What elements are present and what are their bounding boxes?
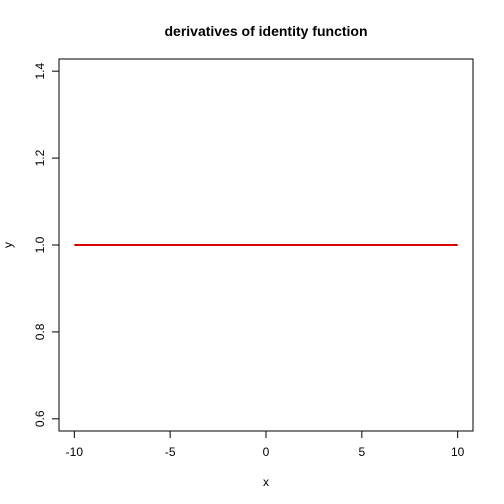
y-axis: 0.6 0.8 1.0 1.2 1.4 <box>33 63 60 427</box>
x-tick-label: 0 <box>263 445 270 459</box>
x-tick-label: -10 <box>66 445 84 459</box>
x-axis-label: x <box>263 475 269 489</box>
chart-title: derivatives of identity function <box>164 23 367 39</box>
y-axis-label: y <box>1 242 15 248</box>
x-tick-label: 5 <box>358 445 365 459</box>
y-tick-label: 0.8 <box>33 323 47 340</box>
y-tick-label: 1.4 <box>33 63 47 80</box>
y-tick-label: 1.2 <box>33 149 47 166</box>
x-tick-label: -5 <box>165 445 176 459</box>
x-axis: -10 -5 0 5 10 <box>66 430 465 459</box>
y-tick-label: 1.0 <box>33 236 47 253</box>
x-tick-label: 10 <box>451 445 465 459</box>
y-tick-label: 0.6 <box>33 410 47 427</box>
